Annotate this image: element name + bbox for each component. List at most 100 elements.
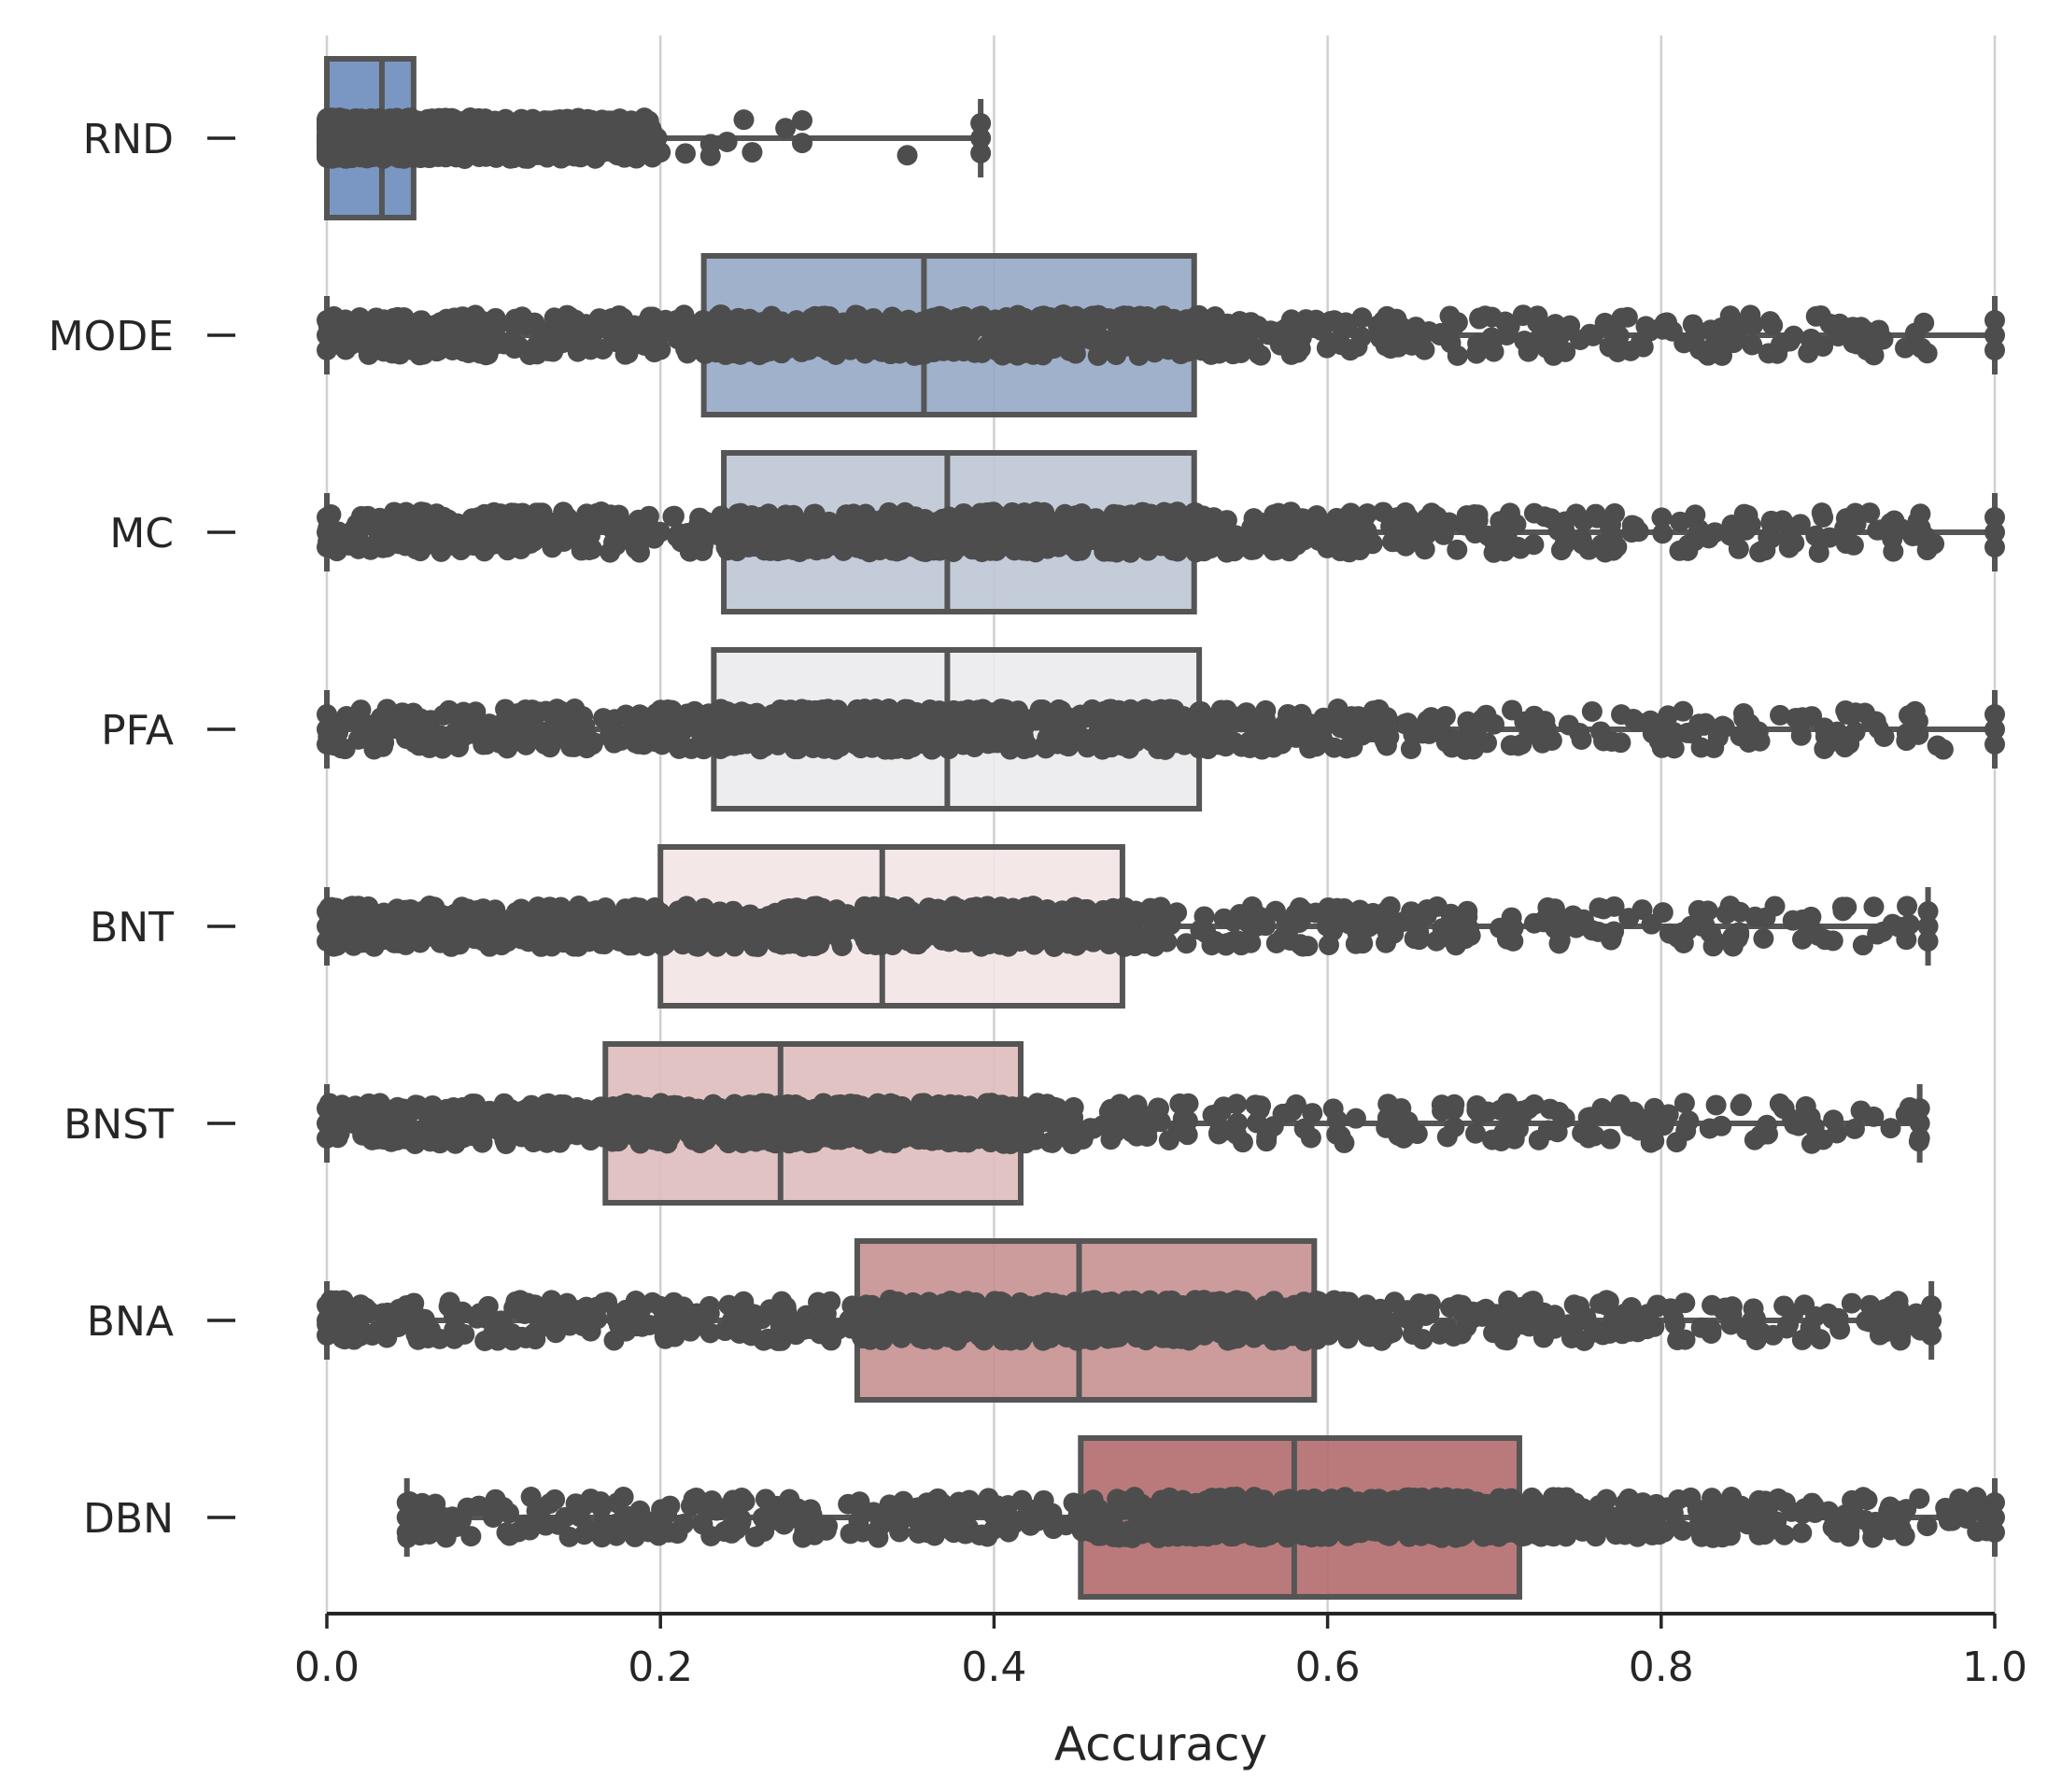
data-point bbox=[721, 514, 742, 535]
data-point bbox=[1431, 322, 1452, 344]
data-point bbox=[1817, 733, 1839, 755]
strip-rnd bbox=[317, 107, 992, 169]
data-point bbox=[922, 535, 943, 557]
data-point bbox=[384, 501, 405, 523]
outlier-point bbox=[674, 143, 696, 164]
data-point bbox=[1454, 515, 1476, 536]
data-point bbox=[1808, 542, 1829, 563]
data-point bbox=[449, 322, 471, 344]
data-point bbox=[847, 305, 869, 327]
data-point bbox=[1541, 729, 1562, 751]
data-point bbox=[1074, 707, 1095, 728]
data-point bbox=[405, 910, 427, 931]
outlier-point bbox=[741, 142, 763, 163]
data-point bbox=[849, 513, 870, 534]
y-tick-label: MODE bbox=[49, 313, 174, 360]
data-point bbox=[1839, 733, 1860, 755]
data-point bbox=[1381, 531, 1403, 553]
data-point bbox=[989, 701, 1010, 723]
y-tick-label: BNST bbox=[64, 1101, 174, 1149]
data-point bbox=[1984, 340, 2005, 360]
data-point bbox=[770, 311, 792, 332]
data-point bbox=[879, 928, 900, 950]
data-point bbox=[1400, 739, 1421, 760]
data-point bbox=[1371, 910, 1392, 931]
data-point bbox=[1185, 542, 1207, 563]
data-point bbox=[1641, 913, 1662, 935]
data-point bbox=[475, 146, 497, 167]
data-point bbox=[929, 924, 951, 946]
data-point bbox=[1259, 320, 1280, 342]
strip-mode bbox=[317, 304, 2005, 366]
data-point bbox=[1730, 901, 1751, 923]
data-point bbox=[1205, 317, 1226, 339]
data-point bbox=[365, 339, 387, 360]
data-point bbox=[1293, 901, 1315, 923]
data-point bbox=[516, 516, 537, 538]
data-point bbox=[428, 146, 449, 167]
data-point bbox=[669, 523, 690, 544]
data-point bbox=[1015, 733, 1037, 755]
data-point bbox=[1880, 513, 1901, 534]
strip-bnt bbox=[317, 896, 1939, 957]
outlier-point bbox=[792, 133, 813, 154]
data-point bbox=[772, 724, 794, 745]
data-point bbox=[883, 325, 905, 346]
data-point bbox=[1753, 928, 1774, 950]
data-point bbox=[1435, 730, 1457, 752]
data-point bbox=[502, 731, 524, 753]
data-point bbox=[380, 135, 402, 157]
data-point bbox=[880, 898, 901, 920]
y-tick-label: PFA bbox=[101, 707, 174, 755]
data-point bbox=[1872, 921, 1894, 942]
data-point bbox=[895, 698, 916, 720]
data-point bbox=[663, 505, 685, 527]
data-point bbox=[1932, 739, 1954, 760]
data-point bbox=[869, 540, 890, 561]
data-point bbox=[1481, 327, 1503, 348]
data-point bbox=[608, 504, 629, 526]
data-point bbox=[1499, 502, 1520, 524]
data-point bbox=[1801, 906, 1822, 927]
data-point bbox=[1572, 533, 1593, 555]
data-point bbox=[473, 930, 494, 952]
data-point bbox=[1254, 708, 1276, 729]
y-tick-label: RND bbox=[83, 116, 174, 163]
data-point bbox=[572, 129, 593, 150]
data-point bbox=[317, 340, 337, 360]
data-point bbox=[357, 505, 378, 527]
data-point bbox=[1264, 728, 1285, 750]
data-point bbox=[1176, 933, 1197, 954]
data-point bbox=[521, 699, 543, 721]
data-point bbox=[443, 725, 464, 746]
data-point bbox=[1079, 318, 1100, 340]
data-point bbox=[1054, 503, 1076, 525]
data-point bbox=[970, 936, 992, 957]
data-point bbox=[1167, 325, 1189, 346]
data-point bbox=[533, 119, 555, 140]
data-point bbox=[1021, 332, 1042, 353]
data-point bbox=[568, 936, 589, 957]
data-point bbox=[958, 914, 980, 936]
data-point bbox=[901, 514, 923, 535]
data-point bbox=[1490, 917, 1511, 938]
data-point bbox=[1547, 519, 1569, 541]
data-point bbox=[1677, 540, 1699, 561]
data-point bbox=[592, 338, 614, 360]
data-point bbox=[1208, 732, 1230, 754]
data-point bbox=[1175, 716, 1196, 738]
data-point bbox=[501, 120, 523, 141]
data-point bbox=[1115, 311, 1137, 332]
data-point bbox=[980, 532, 1001, 554]
data-point bbox=[1347, 336, 1368, 358]
data-point bbox=[592, 141, 614, 162]
data-point bbox=[1610, 732, 1631, 754]
data-point bbox=[1984, 734, 2005, 755]
data-point bbox=[1705, 329, 1727, 350]
data-point bbox=[438, 699, 459, 721]
data-point bbox=[1832, 900, 1854, 922]
data-point bbox=[1088, 727, 1109, 748]
data-point bbox=[1341, 523, 1363, 544]
data-point bbox=[497, 514, 518, 535]
data-point bbox=[1916, 343, 1938, 364]
